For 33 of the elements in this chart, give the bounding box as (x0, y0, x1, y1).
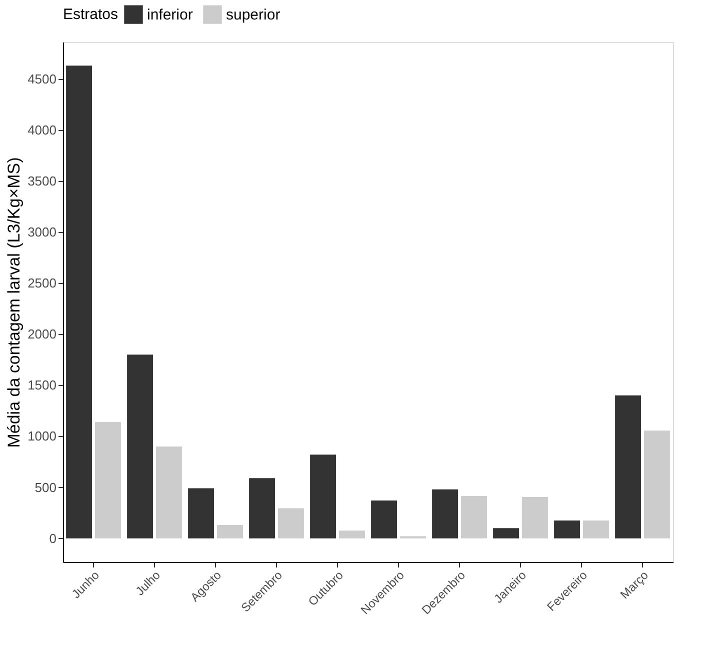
bar (156, 446, 182, 538)
bar (371, 500, 398, 538)
bar (216, 525, 243, 538)
bar (188, 488, 214, 538)
bar (278, 508, 304, 538)
bar (432, 489, 458, 538)
bar (338, 530, 365, 538)
y-tick-label: 4500 (28, 71, 56, 86)
bar (493, 528, 520, 538)
bar (644, 430, 670, 538)
bar (615, 395, 642, 538)
bar (66, 66, 92, 538)
y-axis-title: Média da contagem larval (L3/Kg×MS) (4, 157, 24, 448)
bar (460, 496, 487, 538)
y-tick-label: 2000 (28, 326, 56, 342)
y-tick-label: 500 (34, 480, 56, 495)
bar (249, 478, 276, 538)
legend-title: Estratos (63, 6, 118, 23)
y-tick-label: 2500 (28, 276, 56, 291)
bar (582, 520, 609, 538)
legend-label: superior (226, 6, 280, 24)
y-tick-label: 0 (49, 530, 56, 546)
bar (522, 496, 548, 538)
y-tick-label: 4000 (28, 122, 56, 138)
legend-label: inferior (147, 6, 193, 24)
bar (554, 520, 580, 538)
bar (94, 422, 121, 538)
y-tick-label: 1000 (28, 428, 56, 444)
y-tick-label: 3500 (28, 174, 56, 189)
y-tick-label: 3000 (28, 224, 56, 240)
bar (127, 354, 154, 538)
y-tick-label: 1500 (28, 378, 56, 393)
bar (310, 454, 336, 538)
